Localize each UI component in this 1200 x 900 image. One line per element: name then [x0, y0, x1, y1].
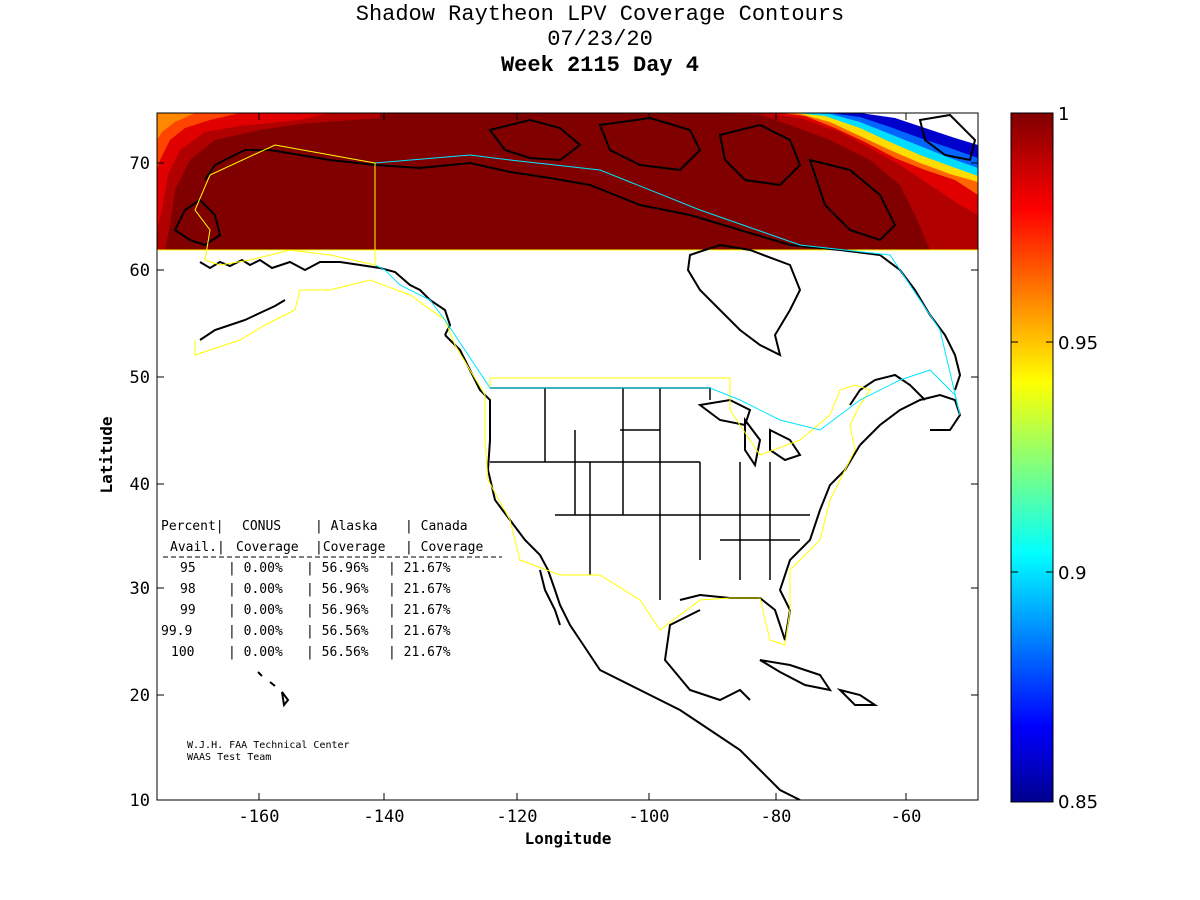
pacific-coast	[444, 334, 581, 641]
table-header-avail: Avail.|	[170, 540, 225, 555]
table-cell: | 0.00%	[228, 624, 283, 639]
y-tick-label: 60	[130, 261, 150, 281]
hawaii-islands	[257, 671, 290, 708]
x-axis-label: Longitude	[525, 829, 612, 848]
y-tick-label: 30	[130, 579, 150, 599]
colorbar-tick-label: 0.95	[1058, 333, 1098, 354]
x-tick-label: -80	[761, 807, 792, 827]
table-cell: | 56.96%	[306, 603, 369, 618]
table-header-canada: | Canada	[405, 519, 468, 534]
colorbar-tick-labels: 1 0.95 0.9 0.85	[1058, 104, 1098, 813]
table-header-conus: CONUS	[242, 519, 281, 534]
table-header-conus-coverage: Coverage	[236, 540, 299, 555]
y-axis-label: Latitude	[97, 416, 116, 493]
table-header-alaska: | Alaska	[315, 519, 378, 534]
colorbar	[1010, 112, 1054, 803]
coverage-table: Percent| CONUS | Alaska | Canada Avail.|…	[161, 519, 502, 660]
table-cell: | 0.00%	[228, 582, 283, 597]
y-tick-label: 20	[130, 686, 150, 706]
table-cell: | 21.67%	[388, 582, 451, 597]
credit-line-2: WAAS Test Team	[187, 752, 271, 763]
service-volumes	[194, 144, 961, 646]
arctic-coast	[204, 149, 881, 256]
arctic-island-1	[488, 118, 582, 162]
plot-frame	[156, 112, 979, 801]
table-row: 100 | 0.00% | 56.56% | 21.67%	[171, 645, 451, 660]
gulf-of-alaska-coast	[199, 258, 452, 336]
conus-service-outline	[194, 279, 871, 646]
x-tick-label: -60	[891, 807, 922, 827]
alaska-service-outline	[194, 144, 376, 266]
colorbar-tick-label: 0.9	[1058, 563, 1087, 584]
table-header-alaska-coverage: |Coverage	[315, 540, 386, 555]
x-tick-label: -160	[239, 807, 280, 827]
map-week-day: Week 2115 Day 4	[500, 53, 700, 78]
table-cell: | 0.00%	[228, 645, 283, 660]
table-cell: 98	[180, 582, 196, 597]
x-tick-label: -140	[364, 807, 405, 827]
table-cell: | 21.67%	[388, 561, 451, 576]
table-cell: | 56.96%	[306, 561, 369, 576]
map-date: 07/23/20	[547, 27, 653, 52]
baffin-island	[808, 158, 897, 242]
table-cell: 100	[171, 645, 194, 660]
table-cell: | 0.00%	[228, 561, 283, 576]
baja-california	[539, 569, 561, 626]
gulf-of-st-lawrence	[849, 373, 926, 406]
table-row: 99 | 0.00% | 56.96% | 21.67%	[180, 603, 451, 618]
cuba	[759, 659, 833, 692]
table-cell: | 56.56%	[306, 624, 369, 639]
x-tick-labels: -160 -140 -120 -100 -80 -60	[239, 807, 922, 827]
x-tick-label: -120	[497, 807, 538, 827]
y-tick-label: 40	[130, 475, 150, 495]
table-cell: 99.9	[161, 624, 192, 639]
map-title: Shadow Raytheon LPV Coverage Contours	[355, 2, 845, 27]
maritime-coast	[859, 393, 962, 446]
hudson-bay	[686, 243, 802, 357]
alaska-west-coast	[173, 198, 222, 247]
canada-service-outline	[374, 154, 961, 431]
coverage-band-orange-red-left	[157, 113, 240, 170]
coverage-band-none-right	[860, 113, 978, 145]
coverage-band-orange-left	[157, 113, 195, 140]
table-cell: | 56.96%	[306, 582, 369, 597]
lake-michigan	[744, 417, 762, 468]
mexico-pacific-coast	[579, 639, 801, 800]
y-tick-label: 50	[130, 368, 150, 388]
table-cell: | 56.56%	[306, 645, 369, 660]
coastlines	[173, 113, 977, 800]
y-tick-labels: 70 60 50 40 30 20 10	[130, 154, 150, 811]
lake-huron	[769, 428, 802, 462]
credit-line-1: W.J.H. FAA Technical Center	[187, 740, 350, 751]
y-tick-label: 10	[130, 791, 150, 811]
table-cell: | 0.00%	[228, 603, 283, 618]
table-cell: 95	[180, 561, 196, 576]
table-row: 95 | 0.00% | 56.96% | 21.67%	[180, 561, 451, 576]
table-cell: | 21.67%	[388, 603, 451, 618]
arctic-island-2	[598, 116, 702, 172]
table-cell: 99	[180, 603, 196, 618]
x-tick-label: -100	[629, 807, 670, 827]
colorbar-tick-label: 1	[1058, 104, 1069, 125]
lake-superior	[697, 398, 752, 427]
arctic-island-3	[718, 123, 802, 187]
y-tick-label: 70	[130, 154, 150, 174]
table-row: 98 | 0.00% | 56.96% | 21.67%	[180, 582, 451, 597]
gulf-of-mexico-west	[663, 609, 751, 702]
colorbar-ticks	[1011, 341, 1053, 573]
table-header-canada-coverage: | Coverage	[405, 540, 483, 555]
tick-marks	[157, 113, 978, 800]
table-row: 99.9 | 0.00% | 56.56% | 21.67%	[161, 624, 451, 639]
table-header-percent: Percent|	[161, 519, 224, 534]
hispaniola	[836, 688, 879, 706]
table-cell: | 21.67%	[388, 624, 451, 639]
greenland-coast	[918, 113, 977, 162]
state-lines	[490, 388, 810, 600]
aleutian-islands	[199, 299, 286, 341]
colorbar-tick-label: 0.85	[1058, 792, 1098, 813]
table-cell: | 21.67%	[388, 645, 451, 660]
